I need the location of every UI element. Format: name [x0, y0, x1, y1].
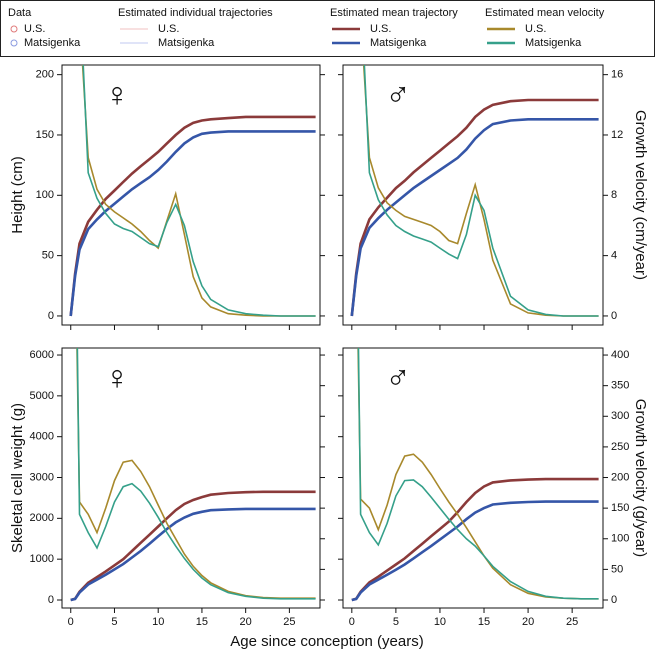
trajectory-line — [69, 130, 316, 317]
legend-label: Matsigenka — [370, 37, 427, 49]
y2-axis-label: Growth velocity (g/year) — [632, 399, 649, 557]
y2-tick-label: 350 — [611, 380, 629, 392]
y-tick-label: 4000 — [30, 431, 54, 443]
velocity-line — [357, 348, 599, 600]
y-tick-label: 1000 — [30, 553, 54, 565]
panel-symbol: ♀ — [104, 76, 130, 114]
velocity-line — [357, 348, 599, 600]
y-tick-label: 0 — [48, 594, 54, 606]
trajectory-line — [351, 500, 599, 602]
panel-symbol: ♂ — [385, 359, 411, 397]
trajectory-line — [70, 507, 316, 602]
legend-label: U.S. — [525, 23, 546, 35]
y2-tick-label: 8 — [611, 189, 617, 201]
plot-area — [69, 65, 316, 317]
legend-label: Matsigenka — [525, 37, 582, 49]
trajectory-line — [69, 115, 316, 317]
velocity-line — [363, 65, 599, 317]
y2-tick-label: 250 — [611, 441, 629, 453]
y2-tick-label: 400 — [611, 349, 629, 361]
panel-symbol: ♂ — [385, 76, 411, 114]
x-tick-label: 20 — [240, 616, 252, 628]
y2-tick-label: 12 — [611, 129, 623, 141]
y-tick-label: 6000 — [30, 349, 54, 361]
velocity-line — [76, 348, 316, 599]
trajectory-line — [350, 98, 599, 317]
x-tick-label: 5 — [111, 616, 117, 628]
y2-tick-label: 50 — [611, 563, 623, 575]
legend-label: Matsigenka — [158, 37, 215, 49]
x-tick-label: 20 — [522, 616, 534, 628]
y-tick-label: 2000 — [30, 512, 54, 524]
y2-axis-label: Growth velocity (cm/year) — [632, 110, 649, 280]
plot-area — [351, 348, 599, 602]
legend-group-title: Estimated individual trajectories — [118, 7, 273, 19]
y2-tick-label: 200 — [611, 471, 629, 483]
trajectory-line — [350, 118, 599, 317]
legend-label: Matsigenka — [24, 37, 81, 49]
y-tick-label: 5000 — [30, 390, 54, 402]
y-tick-label: 100 — [36, 189, 54, 201]
x-tick-label: 10 — [152, 616, 164, 628]
velocity-line — [362, 65, 599, 317]
x-tick-label: 10 — [434, 616, 446, 628]
x-tick-label: 0 — [68, 616, 74, 628]
y-axis-label: Height (cm) — [9, 156, 26, 234]
x-tick-label: 25 — [283, 616, 295, 628]
legend-marker — [10, 25, 18, 33]
panel-symbol: ♀ — [104, 359, 130, 397]
legend-group-title: Estimated mean velocity — [485, 7, 605, 19]
y2-tick-label: 16 — [611, 69, 623, 81]
x-tick-label: 15 — [196, 616, 208, 628]
y-tick-label: 50 — [42, 250, 54, 262]
y-tick-label: 200 — [36, 69, 54, 81]
y-axis-label: Skeletal cell weight (g) — [9, 403, 26, 553]
plot-area — [70, 348, 316, 602]
x-tick-label: 15 — [478, 616, 490, 628]
x-axis-label: Age since conception (years) — [230, 633, 423, 650]
y2-tick-label: 100 — [611, 533, 629, 545]
y-tick-label: 150 — [36, 129, 54, 141]
legend-marker — [10, 39, 18, 47]
x-tick-label: 0 — [349, 616, 355, 628]
legend-group-title: Estimated mean trajectory — [330, 7, 458, 19]
y-tick-label: 3000 — [30, 471, 54, 483]
legend-label: U.S. — [370, 23, 391, 35]
y2-tick-label: 0 — [611, 310, 617, 322]
y2-tick-label: 4 — [611, 250, 617, 262]
y-tick-label: 0 — [48, 310, 54, 322]
trajectory-line — [351, 477, 599, 602]
velocity-line — [82, 65, 316, 317]
x-tick-label: 25 — [566, 616, 578, 628]
y2-tick-label: 150 — [611, 502, 629, 514]
trajectory-line — [70, 490, 316, 602]
y2-tick-label: 300 — [611, 410, 629, 422]
velocity-line — [76, 348, 316, 600]
legend-label: U.S. — [24, 23, 45, 35]
plot-frame — [61, 347, 321, 609]
plot-area — [350, 65, 599, 317]
legend-group-title: Data — [8, 7, 32, 19]
legend-label: U.S. — [158, 23, 179, 35]
x-tick-label: 5 — [393, 616, 399, 628]
y2-tick-label: 0 — [611, 594, 617, 606]
